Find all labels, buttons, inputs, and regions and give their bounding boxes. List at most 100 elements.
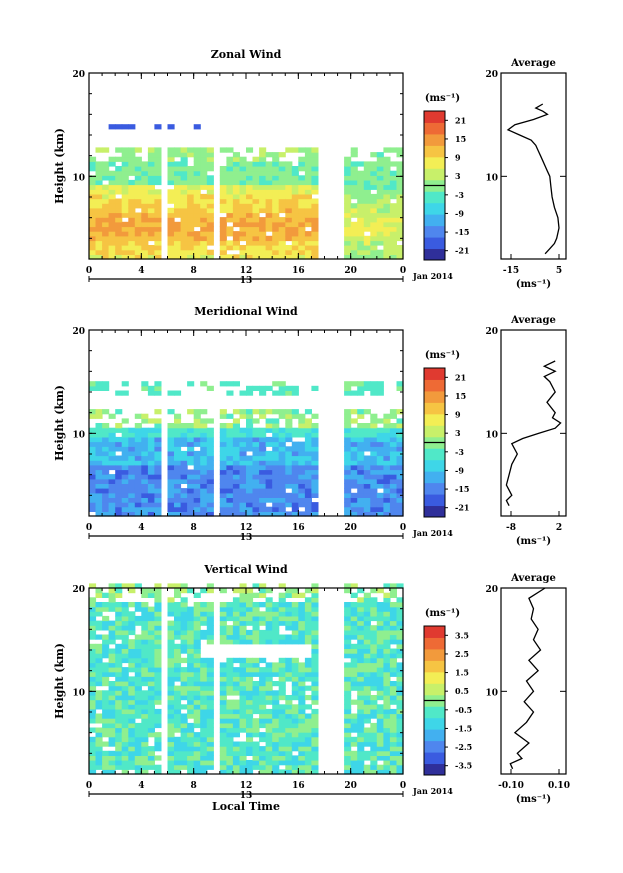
heatmap-cell [102, 727, 110, 733]
heatmap-cell [252, 249, 260, 255]
heatmap-cell [239, 235, 247, 242]
heatmap-cell [219, 695, 227, 701]
heatmap-cell [285, 385, 293, 391]
heatmap-cell [89, 741, 97, 747]
heatmap-cell [115, 588, 123, 594]
heatmap-cell [108, 671, 116, 677]
heatmap-cell [357, 203, 365, 209]
heatmap-cell [134, 170, 142, 176]
heatmap-cell [370, 741, 378, 747]
heatmap-cell [167, 764, 175, 770]
heatmap-cell [252, 755, 260, 761]
heatmap-cell [121, 124, 129, 130]
heatmap-cell [180, 741, 188, 747]
heatmap-cell [193, 602, 201, 608]
heatmap-cell [252, 690, 260, 696]
heatmap-cell [376, 184, 384, 190]
heatmap-cell [134, 602, 142, 608]
heatmap-cell [298, 704, 306, 710]
heatmap-cell [115, 166, 123, 172]
heatmap-cell [357, 750, 365, 756]
heatmap-cell [193, 231, 201, 237]
heatmap-cell [121, 667, 129, 673]
heatmap-cell [278, 492, 286, 498]
heatmap-cell [187, 249, 195, 255]
heatmap-cell [226, 413, 234, 419]
heatmap-cell [370, 629, 378, 636]
heatmap-cell [311, 662, 319, 668]
heatmap-cell [350, 161, 358, 167]
heatmap-cell [285, 455, 293, 461]
heatmap-cell [239, 676, 247, 682]
heatmap-cell [298, 488, 306, 494]
heatmap-cell [285, 722, 293, 729]
heatmap-cell [193, 464, 201, 471]
heatmap-cell [357, 506, 365, 512]
heatmap-cell [383, 189, 391, 195]
heatmap-cell [226, 198, 234, 204]
heatmap-cell [219, 769, 227, 775]
heatmap-cell [226, 390, 234, 396]
heatmap-cell [272, 436, 280, 443]
heatmap-cell [357, 464, 365, 471]
heatmap-cell [180, 760, 188, 766]
heatmap-cell [304, 455, 312, 461]
heatmap-cell [265, 611, 273, 617]
heatmap-cell [232, 746, 240, 752]
heatmap-cell [200, 432, 208, 438]
heatmap-cell [291, 450, 299, 457]
heatmap-cell [396, 423, 404, 429]
heatmap-cell [134, 249, 142, 255]
heatmap-cell [259, 483, 267, 489]
heatmap-cell [180, 436, 188, 443]
heatmap-cell [278, 254, 286, 260]
heatmap-cell [108, 722, 116, 729]
heatmap-cell [370, 713, 378, 719]
heatmap-cell [121, 436, 129, 443]
heatmap-cell [304, 755, 312, 761]
heatmap-cell [121, 681, 129, 687]
heatmap-cell [200, 427, 208, 433]
heatmap-cell [265, 474, 273, 480]
heatmap-cell [115, 427, 123, 433]
heatmap-cell [121, 713, 129, 719]
heatmap-cell [115, 602, 123, 608]
heatmap-cell [141, 254, 149, 260]
heatmap-cell [370, 231, 378, 237]
heatmap-cell [298, 755, 306, 761]
colorbar-swatch [424, 671, 445, 684]
heatmap-cell [311, 423, 319, 429]
heatmap-cell [226, 736, 234, 743]
heatmap-cell [252, 695, 260, 701]
heatmap-cell [246, 193, 254, 200]
heatmap-cell [383, 695, 391, 701]
heatmap-cell [154, 432, 162, 438]
heatmap-cell [311, 436, 319, 443]
heatmap-cell [108, 718, 116, 724]
heatmap-cell [193, 639, 201, 645]
heatmap-cell [206, 189, 214, 195]
heatmap-cell [252, 175, 260, 181]
heatmap-cell [141, 606, 149, 612]
heatmap-cell [344, 179, 352, 186]
heatmap-cell [102, 620, 110, 626]
heatmap-cell [265, 198, 273, 204]
heatmap-cell [252, 203, 260, 209]
heatmap-cell [246, 221, 254, 228]
heatmap-cell [304, 203, 312, 209]
heatmap-cell [278, 240, 286, 246]
heatmap-cell [180, 615, 188, 622]
heatmap-cell [115, 184, 123, 190]
heatmap-cell [174, 662, 182, 668]
heatmap-cell [383, 478, 391, 484]
heatmap-cell [265, 685, 273, 691]
heatmap-cell [291, 198, 299, 204]
heatmap-cell [102, 671, 110, 677]
heatmap-cell [180, 583, 188, 589]
heatmap-cell [187, 695, 195, 701]
heatmap-cell [174, 615, 182, 622]
heatmap-cell [174, 455, 182, 461]
heatmap-cell [350, 483, 358, 489]
heatmap-cell [265, 736, 273, 743]
heatmap-cell [272, 217, 280, 223]
